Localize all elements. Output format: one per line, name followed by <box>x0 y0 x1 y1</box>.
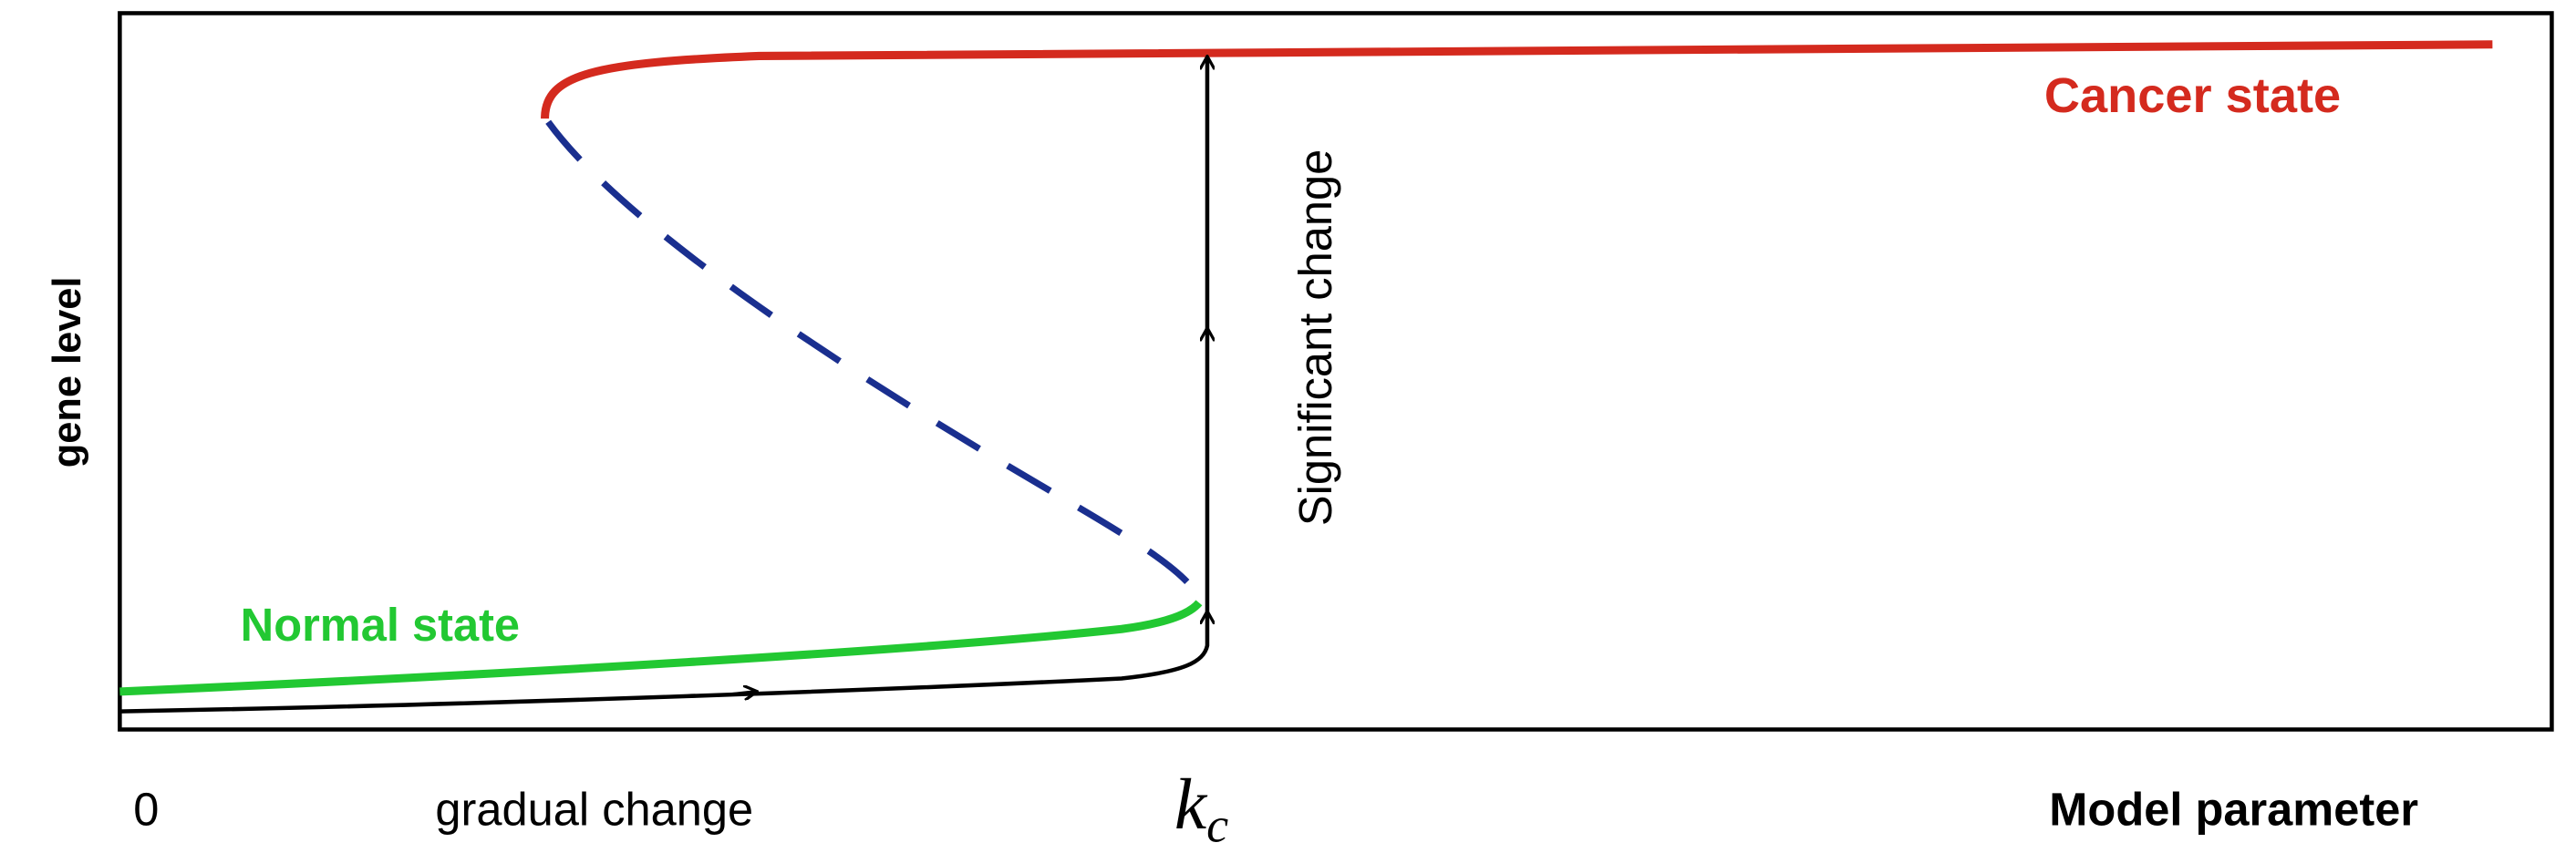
kc-base: k <box>1174 765 1208 845</box>
x-axis-label: Model parameter <box>2049 783 2418 835</box>
y-axis-label: gene level <box>46 277 89 468</box>
gradual-label: gradual change <box>435 783 753 835</box>
kc-label: kc <box>1174 765 1228 852</box>
significant-label: Significant change <box>1289 149 1341 526</box>
kc-subscript: c <box>1206 797 1228 852</box>
x-origin-label: 0 <box>133 783 159 835</box>
normal-label: Normal state <box>241 599 520 651</box>
trajectory <box>119 57 1210 714</box>
cancer-label: Cancer state <box>2044 68 2341 123</box>
arrow-gradual <box>726 692 756 695</box>
normal-branch <box>119 600 1203 696</box>
unstable-branch <box>545 119 1207 608</box>
cancer-branch <box>541 40 2493 119</box>
plot-frame <box>118 11 2554 732</box>
